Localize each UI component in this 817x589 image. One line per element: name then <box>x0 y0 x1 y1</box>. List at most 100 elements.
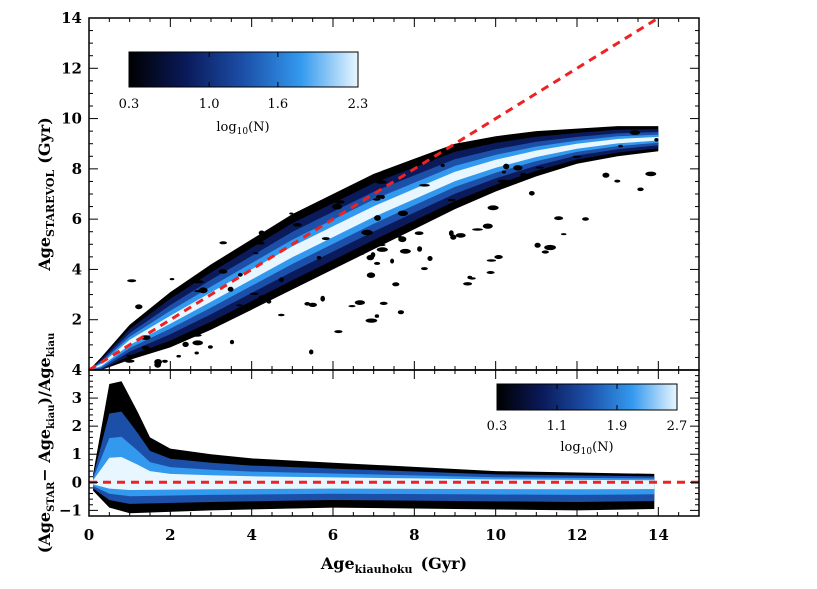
top-density-outlier <box>487 205 499 211</box>
top-density-outlier <box>372 198 381 201</box>
top-density-outlier <box>309 349 314 355</box>
top-density-outlier <box>503 163 510 170</box>
top-density-outlier <box>355 252 365 256</box>
top-density-outlier <box>421 267 428 271</box>
top-density-outlier <box>541 250 549 254</box>
bottom-colorbar-gradient <box>496 383 678 411</box>
bottom-y-tick-label: 0 <box>72 473 82 491</box>
top-density-outlier <box>176 354 181 358</box>
colorbar-tick-label: 1.0 <box>199 97 220 112</box>
x-tick-label: 6 <box>328 526 338 544</box>
top-density-outlier <box>308 302 317 307</box>
top-density-outlier <box>366 254 375 261</box>
top-density-outlier <box>399 248 411 254</box>
top-density-outlier <box>482 223 493 229</box>
top-y-axis-title: AgeSTAREVOL(Gyr) <box>35 117 57 272</box>
top-density-outlier <box>534 242 541 248</box>
x-tick-label: 10 <box>485 526 506 544</box>
top-density-outlier <box>467 275 473 279</box>
top-density-outlier <box>292 223 302 227</box>
top-density-outlier <box>219 241 227 245</box>
top-density-outlier <box>448 230 454 237</box>
axis-ticks <box>88 17 700 516</box>
top-density-outlier <box>278 277 284 283</box>
top-density-outlier <box>486 259 497 262</box>
top-density-outlier <box>374 261 381 265</box>
top-density-outlier <box>249 292 259 295</box>
top-density-outlier <box>397 310 404 315</box>
top-y-tick-label: 10 <box>61 110 82 128</box>
top-density-outlier <box>654 138 659 142</box>
top-density-outlier <box>419 184 430 187</box>
top-density-outlier <box>637 187 644 192</box>
top-density-outlier <box>602 172 610 178</box>
top-density-map <box>89 126 659 370</box>
x-tick-label: 4 <box>246 526 256 544</box>
top-density-outlier <box>124 359 135 363</box>
top-density-outlier <box>535 166 545 169</box>
top-density-outlier <box>544 244 556 251</box>
top-density-outlier <box>182 341 189 347</box>
top-density-outlier <box>218 269 228 274</box>
top-density-outlier <box>618 144 623 148</box>
top-y-tick-label: 12 <box>61 59 82 77</box>
top-density-level <box>89 129 659 370</box>
x-axis-title: Agekiauhoku (Gyr) <box>320 554 467 576</box>
top-y-tick-label: 6 <box>72 210 82 228</box>
colorbar-tick-label: 0.3 <box>487 419 508 434</box>
top-density-outlier <box>463 282 473 286</box>
bottom-y-tick-label: 2 <box>72 417 82 435</box>
top-density-outlier <box>266 299 272 304</box>
top-density-outlier <box>374 314 380 318</box>
top-density-outlier <box>645 171 657 177</box>
top-density-outlier <box>334 330 343 334</box>
top-density-outlier <box>398 236 407 243</box>
top-density-outlier <box>190 334 202 337</box>
top-y-tick-label: 2 <box>72 311 82 329</box>
top-density-outlier <box>361 229 373 236</box>
top-density-outlier <box>192 340 203 346</box>
top-density-outlier <box>494 255 503 259</box>
top-density-outlier <box>614 179 621 183</box>
top-density-outlier <box>376 247 388 252</box>
top-y-tick-label: 8 <box>72 160 82 178</box>
top-density-outlier <box>334 200 345 204</box>
top-colorbar-gradient <box>128 51 359 88</box>
top-density-outlier <box>374 243 386 247</box>
top-density-outlier <box>192 280 204 284</box>
top-density-outlier <box>486 271 495 274</box>
top-density-outlier <box>321 237 330 241</box>
top-density-outlier <box>237 272 243 277</box>
one-to-one-line <box>89 18 662 370</box>
top-density-outlier <box>258 295 268 299</box>
top-density-outlier <box>534 132 545 135</box>
top-density-outlier <box>316 255 322 260</box>
top-density-outlier <box>365 318 378 323</box>
top-density-outlier <box>497 179 510 183</box>
top-density-outlier <box>397 210 408 217</box>
top-density-outlier <box>417 246 423 252</box>
bottom-y-tick-label: 3 <box>72 389 82 407</box>
top-density-outlier <box>289 212 294 215</box>
top-density-outlier <box>253 252 259 255</box>
top-colorbar: 0.3 1.0 1.6 2.3 log10(N) <box>119 51 369 137</box>
top-density-outlier <box>366 272 376 279</box>
top-y-tick-label: 4 <box>72 260 82 278</box>
top-density-outlier <box>513 165 523 171</box>
top-density-outlier <box>629 130 641 136</box>
top-density-outlier <box>348 305 356 308</box>
top-density-outlier <box>572 155 581 158</box>
top-density-outlier <box>141 345 150 350</box>
top-density-outlier <box>374 215 381 221</box>
top-density-outlier <box>414 231 424 235</box>
colorbar-tick-label: 2.3 <box>348 97 369 112</box>
top-density-outlier <box>582 217 589 221</box>
colorbar-tick-label: 2.7 <box>667 419 688 434</box>
top-density-outlier <box>127 279 137 283</box>
top-density-outlier <box>447 198 456 202</box>
top-density-outlier <box>135 304 143 310</box>
x-tick-label: 12 <box>567 526 588 544</box>
x-tick-label: 14 <box>648 526 669 544</box>
top-density-outlier <box>390 258 395 264</box>
